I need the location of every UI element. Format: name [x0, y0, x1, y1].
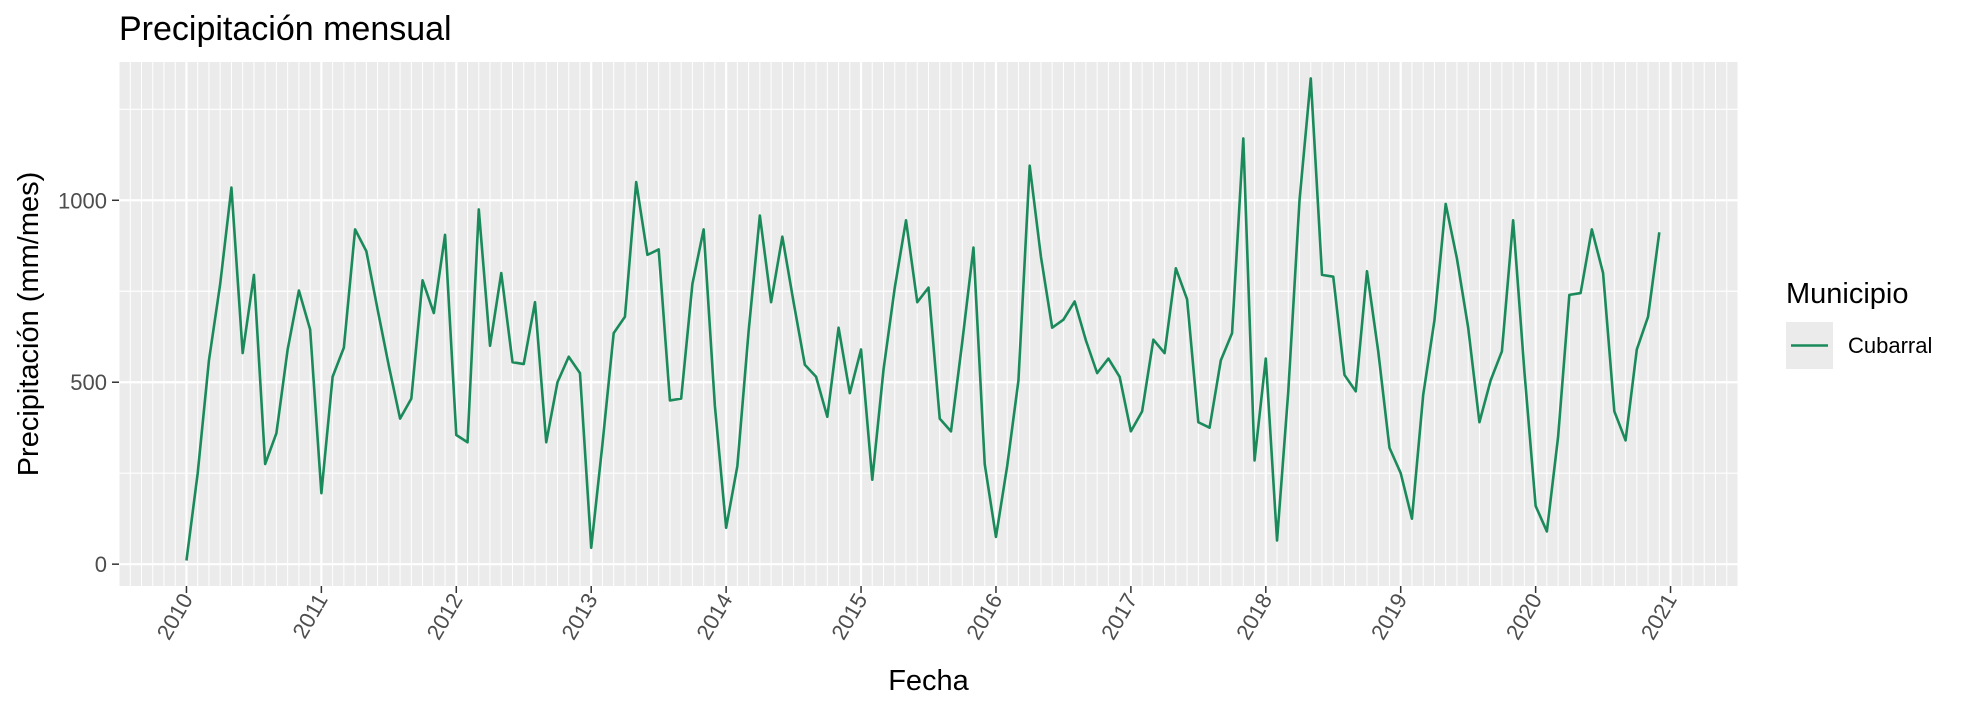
x-tick-label: 2010: [152, 589, 198, 644]
x-tick-label: 2012: [421, 589, 467, 644]
legend-label-cubarral: Cubarral: [1848, 333, 1932, 358]
legend-title: Municipio: [1786, 278, 1909, 310]
x-tick-label: 2018: [1231, 589, 1277, 644]
y-axis-title: Precipitación (mm/mes): [13, 172, 45, 477]
x-tick-label: 2020: [1501, 589, 1547, 644]
x-tick-label: 2019: [1366, 589, 1412, 644]
x-tick-label: 2015: [826, 589, 872, 644]
x-axis-ticks: 2010 2011 2012 2013 2014 2015 2016 2017 2018 2019…: [152, 586, 1682, 644]
x-tick-label: 2013: [556, 589, 602, 644]
x-tick-label: 2011: [287, 589, 332, 642]
minor-gridlines: [118, 62, 1739, 586]
y-axis-ticks: 0 500 1000: [58, 188, 119, 577]
y-tick-label: 1000: [58, 188, 107, 213]
x-tick-label: 2017: [1096, 589, 1142, 644]
x-tick-label: 2021: [1636, 589, 1682, 644]
chart-title: Precipitación mensual: [119, 10, 452, 48]
x-axis-title: Fecha: [888, 665, 969, 697]
y-tick-label: 0: [95, 552, 107, 577]
x-tick-label: 2014: [691, 589, 737, 644]
series-line-cubarral: [185, 77, 1661, 561]
y-tick-label: 500: [70, 370, 107, 395]
x-tick-label: 2016: [961, 589, 1007, 644]
legend: Municipio Cubarral: [1786, 278, 1932, 369]
major-gridlines: [119, 62, 1738, 586]
